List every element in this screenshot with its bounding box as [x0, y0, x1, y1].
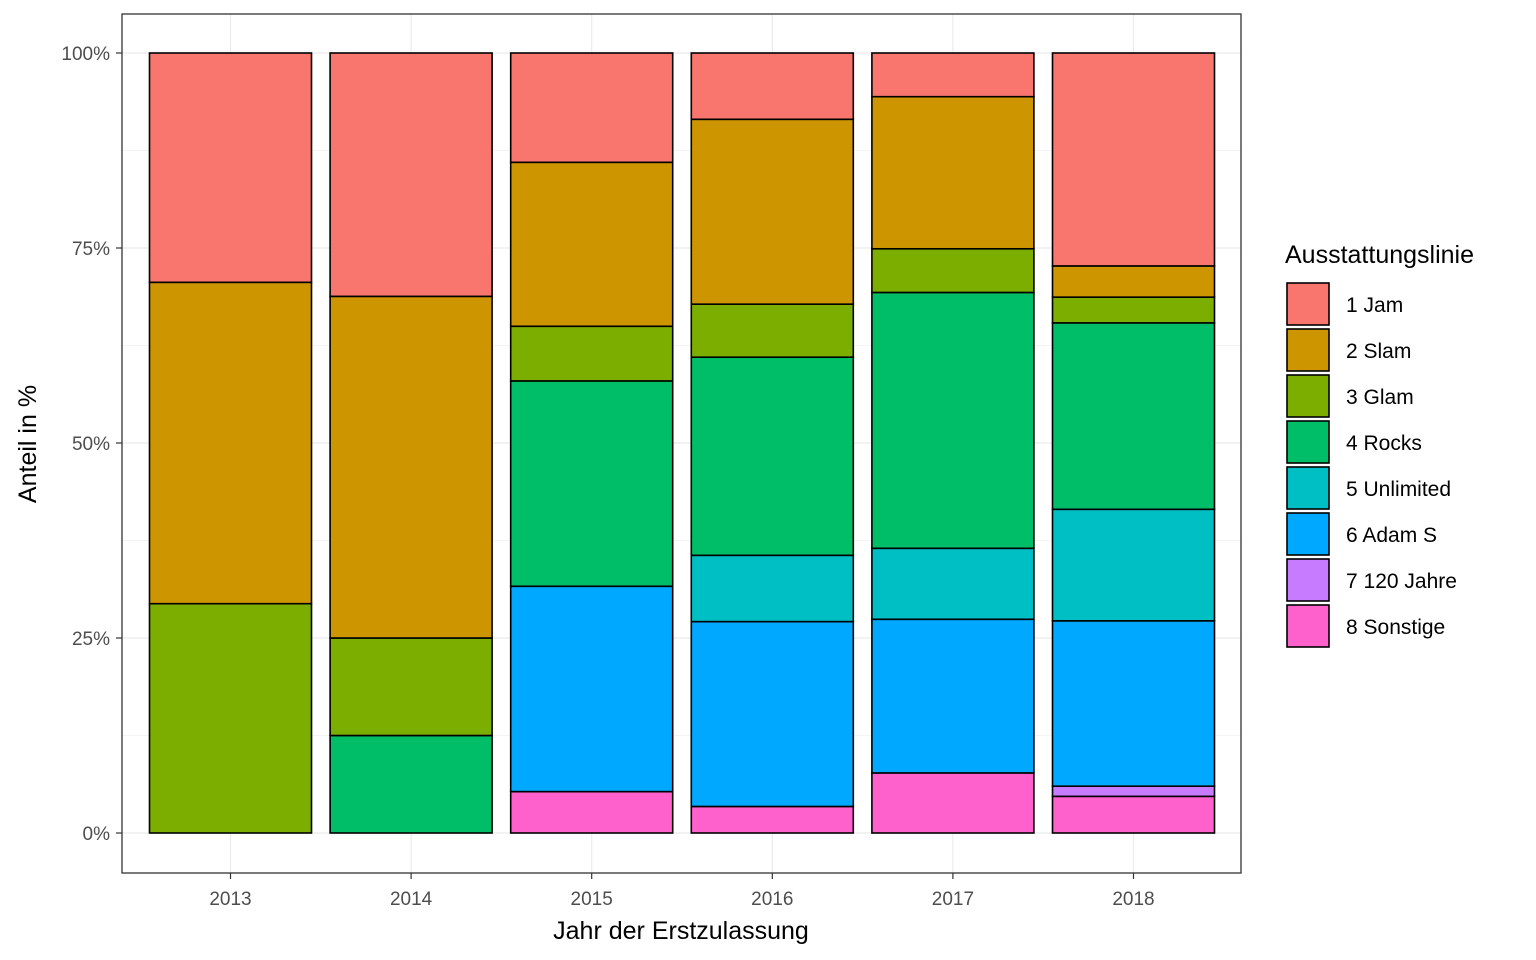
legend-key [1286, 374, 1330, 418]
bar-segment [690, 620, 855, 808]
x-tick-label: 2016 [751, 889, 793, 910]
x-tick-label: 2018 [1112, 889, 1154, 910]
bar-segment [871, 95, 1035, 250]
x-tick-label: 2017 [932, 889, 974, 910]
legend-key [1286, 558, 1330, 602]
bar-segment [148, 602, 313, 834]
y-tick-label: 100% [61, 44, 110, 65]
legend-key [1286, 466, 1330, 510]
bar-segment [1051, 265, 1216, 298]
bar-segment [148, 281, 313, 605]
y-axis-title: Anteil in % [14, 385, 42, 503]
bar-segment [509, 380, 674, 588]
bar-segment [509, 585, 674, 793]
bar-segment [1051, 785, 1216, 798]
x-tick-label: 2015 [571, 889, 613, 910]
y-axis: 0% 25% 50% 75% 100% [61, 44, 122, 845]
legend: Ausstattungslinie 1 Jam 2 Slam 3 Glam 4 Roc… [1285, 241, 1474, 648]
bar-segment [690, 356, 855, 557]
legend-label: 3 Glam [1346, 386, 1414, 409]
legend-label: 8 Sonstige [1346, 616, 1445, 639]
legend-title: Ausstattungslinie [1285, 241, 1474, 269]
legend-label: 2 Slam [1346, 340, 1411, 363]
bar-segment [690, 118, 855, 305]
bar-segment [329, 637, 493, 737]
bar-segment [1051, 52, 1216, 267]
x-tick-label: 2014 [390, 889, 433, 910]
bar-segment [148, 52, 313, 284]
legend-label: 6 Adam S [1346, 524, 1437, 547]
bar-segment [1051, 322, 1216, 511]
bar-segment [329, 52, 493, 298]
bar-segment [871, 618, 1035, 774]
bar-segment [690, 805, 855, 834]
legend-key [1286, 512, 1330, 556]
bar-segment [1051, 620, 1216, 788]
x-tick-label: 2013 [209, 889, 251, 910]
bar-segment [690, 52, 855, 121]
bar-segment [1051, 795, 1216, 834]
legend-label: 5 Unlimited [1346, 478, 1451, 501]
legend-key [1286, 604, 1330, 648]
y-tick-label: 25% [72, 629, 110, 650]
bar-segment [871, 772, 1035, 834]
legend-label: 7 120 Jahre [1346, 570, 1457, 593]
x-axis-title: Jahr der Erstzulassung [553, 917, 809, 945]
bars [148, 52, 1216, 834]
y-tick-label: 50% [72, 434, 110, 455]
bar-segment [871, 52, 1035, 98]
x-axis: 2013 2014 2015 2016 2017 2018 [209, 873, 1155, 910]
bar-segment [329, 734, 493, 834]
y-tick-label: 0% [83, 824, 111, 845]
legend-key [1286, 282, 1330, 326]
bar-segment [509, 52, 674, 164]
bar-segment [1051, 296, 1216, 324]
bar-segment [1051, 508, 1216, 622]
legend-label: 1 Jam [1346, 294, 1403, 317]
bar-segment [690, 303, 855, 359]
bar-segment [871, 291, 1035, 550]
legend-label: 4 Rocks [1346, 432, 1422, 455]
bar-segment [871, 547, 1035, 621]
bar-segment [509, 325, 674, 382]
bar-segment [329, 295, 493, 639]
bar-segment [509, 161, 674, 328]
bar-segment [690, 554, 855, 623]
legend-key [1286, 328, 1330, 372]
bar-segment [509, 790, 674, 834]
y-tick-label: 75% [72, 239, 110, 260]
bar-segment [871, 247, 1035, 294]
legend-key [1286, 420, 1330, 464]
